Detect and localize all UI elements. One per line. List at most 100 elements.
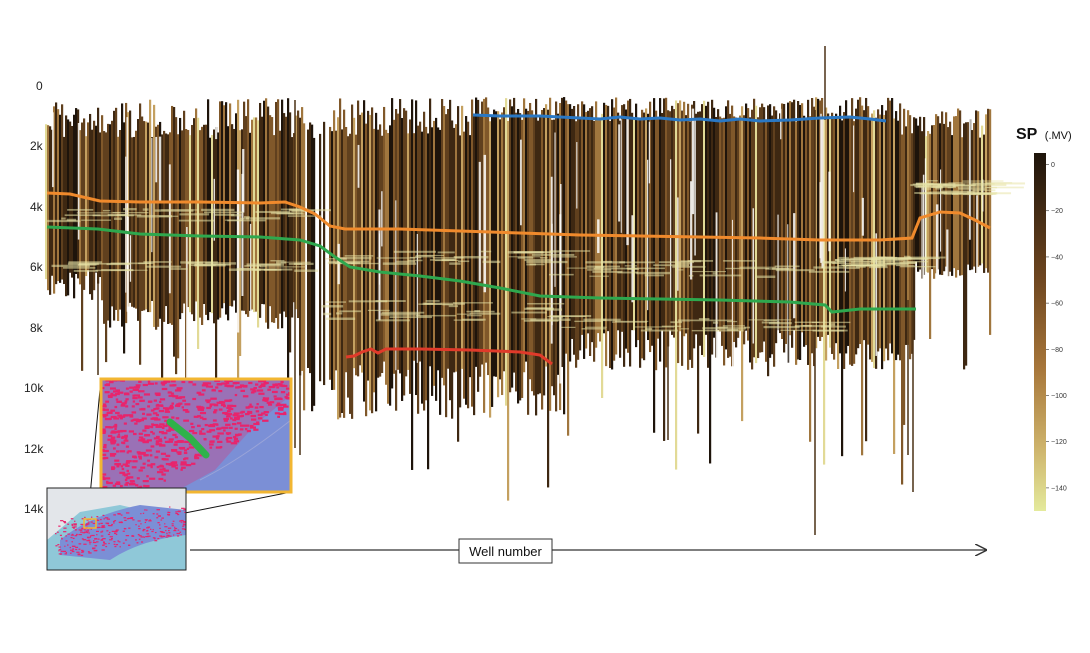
well-trace — [839, 105, 842, 354]
well-marker — [177, 510, 181, 512]
well-marker — [138, 380, 142, 383]
sand-streak — [755, 275, 776, 278]
sand-streak — [595, 265, 605, 269]
sand-streak — [154, 209, 194, 212]
sand-streak — [838, 256, 849, 260]
well-marker — [75, 548, 78, 551]
well-trace — [209, 137, 212, 313]
well-marker — [64, 545, 66, 547]
well-marker — [180, 521, 183, 523]
well-marker — [135, 524, 137, 526]
sand-streak — [871, 258, 908, 262]
sand-streak — [529, 263, 545, 266]
well-marker — [131, 411, 137, 414]
well-marker — [60, 550, 63, 552]
well-marker — [106, 530, 109, 532]
well-trace — [747, 108, 750, 341]
well-marker — [138, 436, 144, 439]
sand-streak — [116, 214, 142, 216]
well-trace — [335, 130, 338, 371]
sand-streak — [260, 265, 267, 268]
well-trace — [471, 99, 474, 407]
well-marker — [103, 518, 105, 520]
sand-streak — [280, 261, 311, 263]
well-trace — [529, 102, 532, 380]
well-marker — [216, 383, 222, 386]
well-trace — [781, 103, 784, 339]
sand-streak — [224, 219, 242, 221]
well-marker — [256, 389, 264, 392]
well-trace — [621, 105, 624, 332]
well-marker — [111, 467, 115, 471]
well-marker — [103, 456, 109, 460]
well-trace — [779, 113, 782, 334]
sand-streak — [382, 262, 417, 265]
well-marker — [116, 400, 122, 403]
well-trace — [149, 99, 152, 313]
sand-streak — [690, 319, 733, 322]
well-trace — [221, 101, 224, 309]
well-trace — [501, 112, 504, 396]
well-marker — [184, 449, 188, 452]
sand-streak — [688, 274, 694, 277]
inset-frame — [99, 377, 293, 494]
well-marker — [158, 430, 164, 434]
well-trace — [391, 98, 394, 389]
well-trace — [913, 117, 916, 340]
well-marker — [192, 383, 197, 386]
sand-streak — [344, 255, 374, 257]
well-marker — [114, 423, 118, 427]
sand-streak — [926, 180, 938, 182]
sand-streak — [112, 211, 149, 214]
well-trace — [271, 117, 274, 323]
well-trace — [801, 103, 804, 333]
well-marker — [92, 522, 96, 525]
well-trace — [189, 135, 192, 313]
well-marker — [214, 379, 221, 382]
well-marker — [209, 429, 216, 432]
well-trace — [557, 113, 560, 375]
well-marker — [102, 541, 105, 544]
well-trace — [191, 124, 194, 315]
well-marker — [158, 404, 164, 407]
sand-streak — [337, 257, 347, 260]
well-marker — [109, 525, 113, 527]
sand-streak — [957, 186, 998, 189]
well-marker — [175, 417, 180, 420]
well-marker — [167, 527, 172, 529]
sand-streak — [910, 184, 942, 187]
sand-streak — [670, 321, 683, 324]
well-marker — [183, 458, 186, 461]
well-trace — [665, 97, 668, 368]
well-trace — [569, 104, 572, 362]
well-marker — [104, 383, 110, 387]
sand-streak — [245, 217, 281, 220]
well-trace — [413, 133, 416, 361]
well-marker — [116, 443, 120, 446]
sand-streak — [915, 185, 944, 189]
sand-streak — [640, 329, 678, 332]
well-marker — [194, 453, 200, 456]
well-marker — [112, 447, 116, 450]
well-trace — [509, 99, 512, 393]
well-marker — [70, 552, 72, 554]
well-marker — [70, 518, 74, 520]
well-trace — [371, 107, 374, 414]
well-trace — [983, 134, 986, 273]
well-marker — [210, 397, 217, 400]
well-trace — [299, 117, 302, 376]
well-marker — [227, 413, 233, 416]
well-marker — [71, 526, 76, 528]
well-marker — [82, 539, 85, 541]
well-trace — [813, 106, 816, 367]
well-marker — [267, 388, 271, 391]
well-number-axis: Well number — [190, 538, 986, 564]
sand-streak — [691, 270, 727, 273]
well-marker — [100, 519, 102, 521]
well-marker — [86, 524, 89, 526]
well-trace — [591, 106, 594, 343]
well-marker — [147, 535, 151, 537]
well-marker — [119, 521, 123, 524]
well-marker — [181, 380, 186, 384]
well-marker — [182, 523, 185, 525]
